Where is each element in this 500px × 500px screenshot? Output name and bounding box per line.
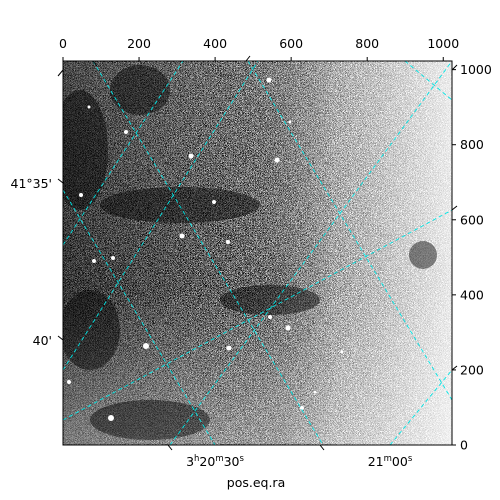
- star: [226, 345, 232, 351]
- star: [111, 256, 115, 260]
- star: [288, 120, 292, 124]
- star: [226, 240, 230, 244]
- frame-tick-mark: [92, 60, 98, 67]
- star: [179, 233, 185, 239]
- top-tick-label: 600: [279, 36, 303, 51]
- top-pixel-axis: 0 200 400 600 800 1000: [59, 36, 459, 61]
- grid-line: [247, 61, 452, 401]
- grid-line: [169, 61, 452, 445]
- ra-tick-label-1: 3h20m30s: [186, 454, 244, 469]
- ra-tick-mark: [319, 444, 325, 451]
- star: [285, 325, 291, 331]
- right-tick-label: 200: [460, 362, 484, 377]
- right-pixel-axis: 0 200 400 600 800 1000: [452, 62, 492, 453]
- top-tick-label: 1000: [427, 36, 459, 51]
- star: [92, 259, 96, 263]
- star: [108, 415, 114, 421]
- grid-line: [63, 61, 184, 246]
- star: [212, 200, 216, 204]
- right-tick-label: 600: [460, 212, 484, 227]
- dec-tick-mark: [57, 178, 64, 184]
- star: [124, 130, 128, 134]
- star: [188, 153, 194, 159]
- x-axis-title: pos.eq.ra: [227, 475, 285, 490]
- right-tick-label: 800: [460, 137, 484, 152]
- grid-line: [63, 61, 259, 371]
- star: [79, 193, 83, 197]
- frame-tick-mark: [451, 64, 458, 71]
- right-tick-label: 0: [460, 438, 468, 453]
- grid-line: [389, 369, 452, 445]
- star: [266, 77, 272, 83]
- star: [143, 343, 149, 349]
- sky-image: [63, 61, 452, 445]
- top-tick-label: 200: [127, 36, 151, 51]
- ra-tick-label-2: 21m00s: [368, 454, 413, 469]
- dec-tick-label-1: 41°35': [11, 176, 53, 191]
- top-tick-label: 800: [355, 36, 379, 51]
- top-tick-label: 400: [203, 36, 227, 51]
- star: [87, 105, 91, 109]
- coordinate-grid: [63, 61, 452, 445]
- star: [313, 390, 317, 394]
- frame-tick-mark: [245, 55, 251, 62]
- star: [268, 315, 272, 319]
- frame-tick-mark: [451, 205, 458, 211]
- grid-line: [92, 61, 324, 445]
- grid-line: [63, 209, 452, 421]
- top-tick-label: 0: [59, 36, 67, 51]
- right-tick-label: 1000: [460, 62, 492, 77]
- ra-tick-mark: [167, 444, 173, 451]
- right-tick-label: 400: [460, 287, 484, 302]
- star: [274, 157, 280, 163]
- grid-line: [404, 61, 452, 101]
- grid-line: [63, 189, 216, 445]
- star: [300, 406, 304, 410]
- dec-tick-label-2: 40': [33, 333, 52, 348]
- frame-tick-mark: [57, 69, 64, 77]
- plot-frame: [62, 60, 453, 446]
- star: [67, 380, 71, 384]
- frame-tick-mark: [451, 365, 458, 371]
- dec-tick-mark: [57, 335, 64, 341]
- star: [340, 350, 344, 354]
